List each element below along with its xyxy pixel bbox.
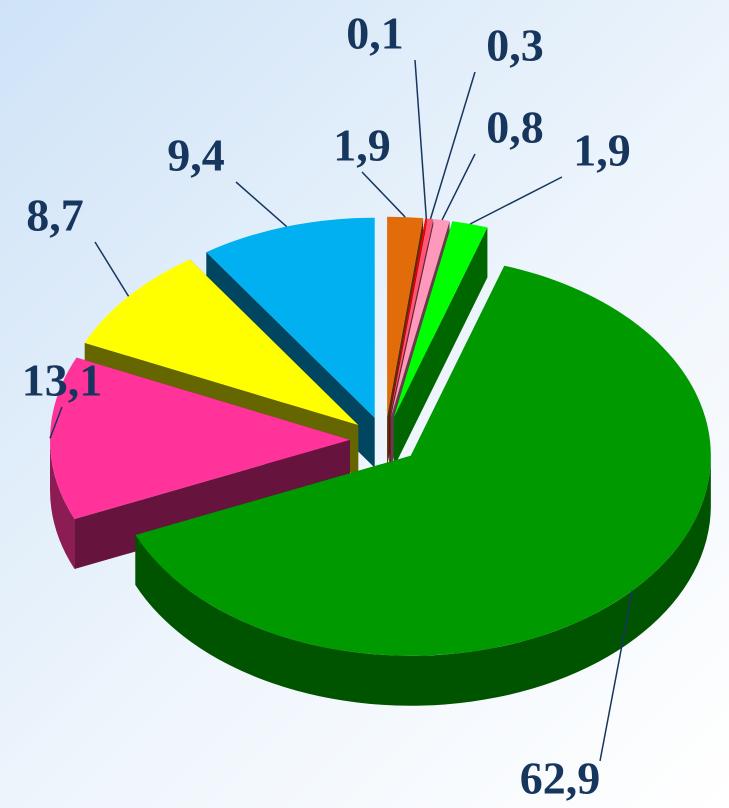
leader-line — [361, 171, 406, 218]
data-label: 13,1 — [22, 355, 103, 406]
slice-top — [389, 218, 434, 417]
data-label: 1,9 — [333, 120, 391, 171]
data-label: 0,8 — [486, 102, 544, 153]
data-label: 0,1 — [346, 8, 404, 59]
data-label: 1,9 — [573, 125, 631, 176]
slice-top — [393, 221, 488, 418]
data-label: 0,3 — [486, 20, 544, 71]
pie-slice — [393, 221, 488, 468]
slice-top — [390, 219, 450, 418]
data-label: 62,9 — [520, 753, 601, 804]
slice-top — [387, 216, 424, 417]
leader-line — [429, 71, 476, 219]
pie-slice — [135, 265, 711, 706]
leader-line — [469, 176, 563, 225]
slice-top — [50, 357, 351, 520]
data-label: 9,4 — [167, 130, 225, 181]
data-label: 8,7 — [26, 190, 84, 241]
leader-line — [599, 590, 634, 762]
slice-side — [393, 227, 488, 468]
leader-line — [49, 406, 63, 439]
leader-line — [441, 153, 476, 221]
slice-top — [206, 217, 375, 418]
slice-top — [389, 218, 428, 417]
slice-wall — [135, 455, 711, 706]
slice-top — [84, 259, 359, 425]
slice-top — [135, 265, 711, 656]
leader-line — [94, 241, 130, 297]
leader-line — [235, 181, 288, 228]
slice-wall — [50, 439, 75, 570]
leader-line — [414, 59, 428, 219]
